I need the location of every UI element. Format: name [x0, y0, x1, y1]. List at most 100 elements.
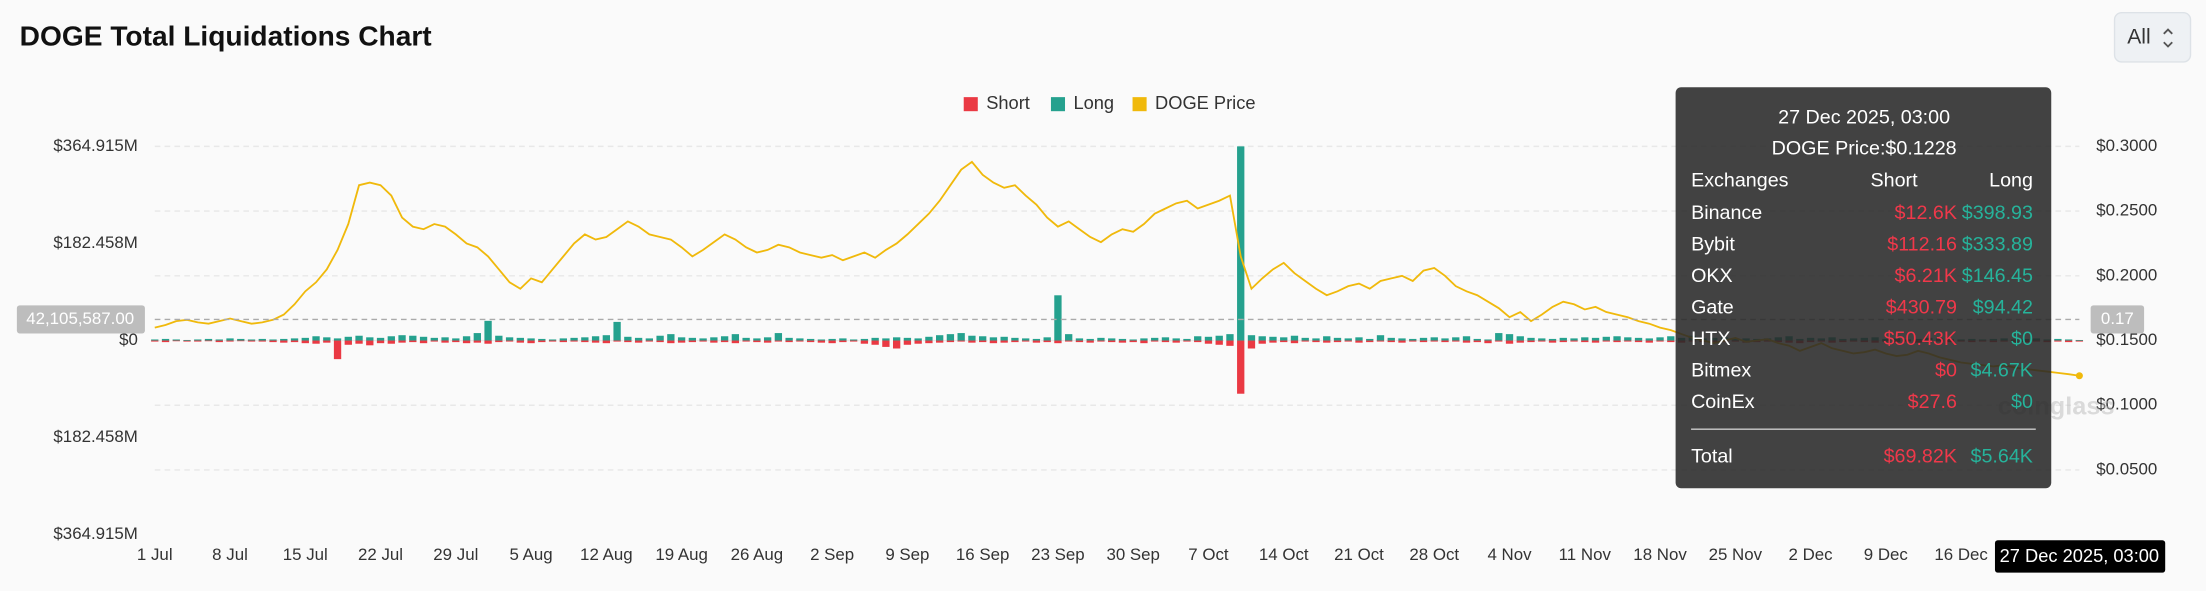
bar — [1516, 336, 1524, 341]
bar — [1333, 337, 1342, 341]
bar — [1226, 334, 1234, 341]
bar — [269, 339, 277, 341]
bar — [344, 336, 352, 341]
legend-label[interactable]: Short — [986, 92, 1030, 113]
bar — [1237, 340, 1245, 394]
x-tick-label: 9 Dec — [1864, 545, 1908, 564]
bar — [1065, 340, 1073, 342]
bar — [204, 338, 213, 341]
bar — [1247, 335, 1256, 341]
bar — [548, 340, 557, 342]
legend-item[interactable]: DOGE Price — [1132, 92, 1256, 113]
bar — [1366, 340, 1374, 343]
bar — [376, 337, 385, 341]
bar — [828, 340, 836, 344]
bar — [1570, 340, 1578, 342]
bar — [1602, 340, 1610, 342]
bar — [957, 340, 965, 342]
bar — [1280, 340, 1288, 343]
bar — [161, 338, 170, 341]
bar — [516, 337, 524, 341]
bar — [1065, 334, 1073, 341]
tooltip-price: DOGE Price:$0.1228 — [1772, 137, 1957, 159]
bar — [2075, 339, 2084, 341]
legend-swatch[interactable] — [1132, 97, 1147, 112]
bar — [1505, 334, 1514, 341]
tooltip-cell: Bybit — [1691, 234, 1735, 256]
bar — [1559, 340, 1567, 343]
bar — [204, 340, 213, 342]
x-tick-label: 1 Jul — [137, 545, 173, 564]
bar — [1151, 337, 1159, 341]
bar — [645, 340, 654, 342]
bar — [161, 340, 170, 343]
bar — [720, 336, 729, 341]
bar — [968, 335, 976, 341]
legend-swatch[interactable] — [963, 97, 978, 112]
select-label[interactable]: All — [2127, 26, 2150, 49]
bar — [516, 340, 524, 343]
x-tick-label: 8 Jul — [212, 545, 248, 564]
bar — [882, 340, 890, 347]
bar — [2054, 340, 2062, 342]
legend-item[interactable]: Short — [963, 92, 1030, 113]
tooltip-cell: Binance — [1691, 202, 1762, 224]
bar — [419, 336, 428, 341]
bar — [1527, 340, 1535, 343]
bar — [1344, 340, 1352, 342]
bar — [1441, 340, 1449, 343]
bar — [290, 338, 299, 341]
bar — [269, 340, 277, 343]
crosshair-y2-label: 0.17 — [2101, 309, 2134, 328]
bar — [936, 335, 944, 341]
legend-item[interactable]: Long — [1050, 92, 1114, 113]
tooltip-cell: $333.89 — [1962, 234, 2033, 256]
bar — [1140, 338, 1148, 341]
bar — [441, 340, 449, 343]
bar — [570, 340, 578, 342]
overlay: Short Long DOGE Price 42,105,587.00 0.17 27 D… — [16, 87, 2166, 573]
select-chevron — [2163, 28, 2173, 48]
crosshair-y-label: 42,105,587.00 — [26, 309, 134, 328]
bar — [1280, 337, 1288, 341]
bar — [688, 337, 697, 341]
bar — [817, 340, 826, 343]
bar — [634, 340, 643, 343]
bar — [1387, 340, 1395, 343]
bar — [871, 337, 879, 341]
bar — [1355, 337, 1363, 341]
bar — [1441, 338, 1449, 341]
price-point — [2075, 372, 2083, 380]
bar — [1129, 339, 1137, 341]
legend-label[interactable]: DOGE Price — [1155, 92, 1255, 113]
bar — [946, 340, 955, 343]
legend-label[interactable]: Long — [1073, 92, 1114, 113]
bar — [1419, 340, 1428, 343]
bar — [1086, 340, 1094, 343]
bar — [624, 340, 632, 343]
x-tick-label: 28 Oct — [1409, 545, 1459, 564]
bar — [301, 340, 309, 344]
bar — [645, 338, 654, 341]
x-tick-label: 11 Nov — [1559, 545, 1612, 564]
bar — [1258, 340, 1266, 344]
bar — [1043, 337, 1051, 341]
bar — [602, 340, 611, 344]
legend-swatch[interactable] — [1050, 97, 1066, 112]
bar — [151, 340, 159, 342]
bar — [1108, 338, 1116, 341]
bar — [936, 340, 944, 343]
bar — [677, 337, 686, 341]
bar — [1409, 338, 1417, 341]
range-select[interactable]: All — [2113, 12, 2192, 63]
bar — [1194, 340, 1202, 343]
bar — [753, 338, 761, 341]
select-box[interactable] — [2113, 12, 2192, 63]
bar — [559, 338, 567, 341]
x-tick-label: 22 Jul — [358, 545, 403, 564]
bar — [280, 340, 288, 343]
bar — [419, 340, 428, 344]
bar — [1269, 336, 1277, 341]
bar — [1376, 335, 1385, 341]
bar — [387, 340, 395, 344]
